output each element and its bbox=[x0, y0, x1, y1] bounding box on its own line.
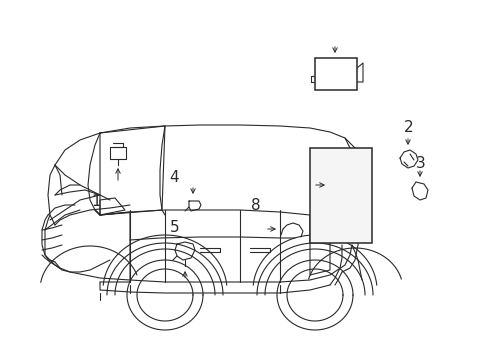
Bar bbox=[314, 58, 356, 90]
Text: 8: 8 bbox=[251, 198, 260, 212]
Text: 3: 3 bbox=[415, 156, 425, 171]
Text: 2: 2 bbox=[404, 121, 413, 135]
Text: 1: 1 bbox=[91, 194, 101, 210]
Text: 5: 5 bbox=[170, 220, 180, 235]
Text: 4: 4 bbox=[169, 171, 179, 185]
Bar bbox=[309, 148, 371, 243]
